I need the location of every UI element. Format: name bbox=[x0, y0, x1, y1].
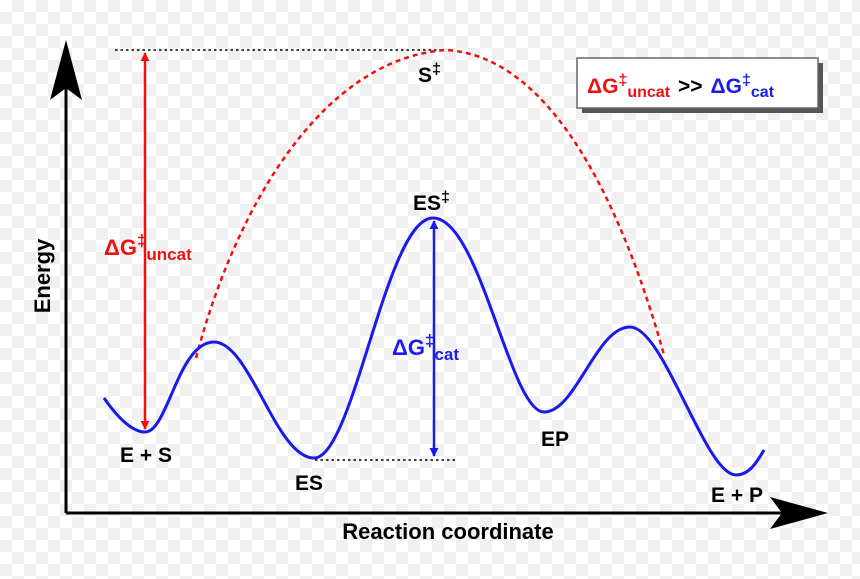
cmp-much-greater: >> bbox=[678, 75, 703, 98]
uncat-delta-g: ΔG bbox=[104, 235, 137, 260]
label-es-transition-state: ES‡ bbox=[413, 189, 450, 215]
cmp-uncat-subscript: uncat bbox=[627, 84, 670, 101]
label-e-plus-s: E + S bbox=[120, 444, 172, 467]
label-e-plus-p: E + P bbox=[711, 484, 763, 507]
es-ts-text: ES bbox=[413, 192, 441, 215]
uncat-barrier-label: ΔG‡uncat bbox=[104, 231, 192, 264]
comparison-box: ΔG‡uncat >> ΔG‡cat bbox=[576, 57, 823, 113]
cmp-cat-subscript: cat bbox=[751, 84, 775, 101]
cat-delta-g: ΔG bbox=[392, 335, 425, 360]
cmp-uncat-dagger: ‡ bbox=[618, 72, 627, 89]
cmp-uncat-delta-g: ΔG bbox=[587, 75, 618, 98]
x-axis-label: Reaction coordinate bbox=[342, 519, 553, 544]
cmp-cat-dagger: ‡ bbox=[742, 72, 751, 89]
axes: Energy Reaction coordinate bbox=[30, 40, 828, 544]
x-axis-arrowhead bbox=[770, 497, 828, 529]
cmp-cat-delta-g: ΔG bbox=[711, 75, 742, 98]
es-ts-dagger: ‡ bbox=[441, 189, 450, 206]
s-ts-text: S bbox=[418, 64, 432, 87]
uncat-subscript: uncat bbox=[146, 245, 192, 264]
label-ep: EP bbox=[541, 428, 569, 451]
cat-dagger: ‡ bbox=[425, 331, 434, 350]
comparison-box-frame bbox=[576, 57, 819, 109]
y-axis-arrowhead bbox=[50, 40, 82, 100]
label-s-transition-state: S‡ bbox=[418, 61, 441, 87]
uncat-dagger: ‡ bbox=[137, 231, 146, 250]
cat-barrier-label: ΔG‡cat bbox=[392, 331, 459, 364]
s-ts-dagger: ‡ bbox=[432, 61, 441, 78]
catalyzed-curve bbox=[102, 216, 766, 477]
cat-subscript: cat bbox=[434, 345, 459, 364]
label-es: ES bbox=[295, 472, 323, 495]
y-axis-label: Energy bbox=[30, 238, 55, 313]
comparison-text: ΔG‡uncat >> ΔG‡cat bbox=[587, 72, 775, 101]
